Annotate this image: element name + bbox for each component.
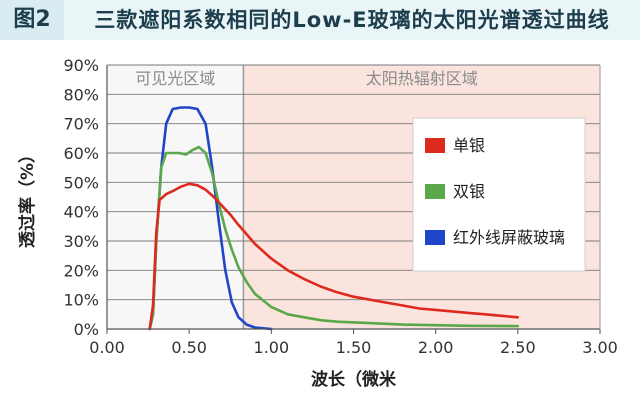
legend-swatch bbox=[425, 138, 445, 153]
x-tick-label: 0.00 bbox=[89, 338, 125, 357]
series-line-1 bbox=[148, 145, 520, 331]
x-tick-label: 1.00 bbox=[254, 338, 290, 357]
chart-svg: 可见光区域 太阳热辐射区域 0% 10% 20% 30% 40% 50% 60% 70% 80% 9… bbox=[17, 56, 618, 390]
x-tick-label: 1.50 bbox=[336, 338, 372, 357]
x-tick-label: 2.50 bbox=[500, 338, 536, 357]
y-tick-label: 30% bbox=[63, 232, 99, 251]
x-axis-title: 波长（微米 bbox=[311, 369, 397, 390]
y-axis-title: 透过率（%） bbox=[17, 146, 38, 248]
y-tick-label: 90% bbox=[63, 56, 99, 75]
legend-label: 红外线屏蔽玻璃 bbox=[453, 228, 565, 247]
legend-swatch bbox=[425, 184, 445, 199]
y-tick-label: 60% bbox=[63, 144, 99, 163]
x-tick-label: 2.00 bbox=[418, 338, 454, 357]
legend-label: 双银 bbox=[453, 182, 485, 201]
figure-label: 图2 bbox=[0, 0, 64, 40]
y-tick-label: 0% bbox=[74, 320, 99, 339]
region-label: 可见光区域 bbox=[135, 69, 215, 88]
x-tick-label: 0.50 bbox=[171, 338, 207, 357]
y-tick-label: 40% bbox=[63, 203, 99, 222]
chart-series-group bbox=[148, 106, 520, 331]
x-tick-label: 3.00 bbox=[582, 338, 618, 357]
chart-axes: 0% 10% 20% 30% 40% 50% 60% 70% 80% 90% 0.00 0.50 1.0… bbox=[63, 56, 617, 357]
y-tick-label: 10% bbox=[63, 291, 99, 310]
y-tick-label: 70% bbox=[63, 115, 99, 134]
region-band bbox=[107, 65, 244, 329]
series-line-0 bbox=[148, 182, 520, 331]
legend-swatch bbox=[425, 230, 445, 245]
legend-label: 单银 bbox=[453, 136, 485, 155]
y-tick-label: 80% bbox=[63, 85, 99, 104]
y-tick-label: 20% bbox=[63, 261, 99, 280]
chart-title: 三款遮阳系数相同的Low-E玻璃的太阳光谱透过曲线 bbox=[64, 0, 640, 40]
y-tick-label: 50% bbox=[63, 173, 99, 192]
region-label: 太阳热辐射区域 bbox=[366, 69, 478, 88]
